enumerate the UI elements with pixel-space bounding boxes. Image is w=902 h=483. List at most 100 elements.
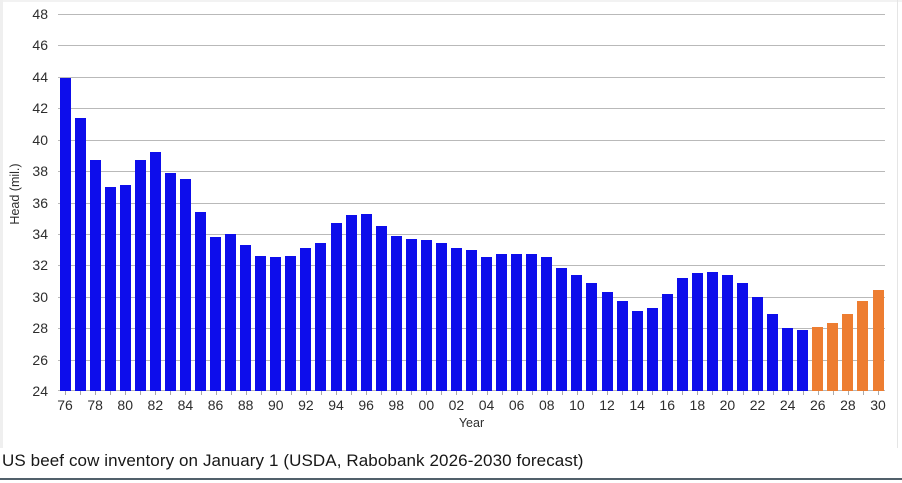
bar-2021 <box>737 282 748 391</box>
x-axis-tick-1999 <box>411 391 413 395</box>
gridline-34 <box>58 233 885 235</box>
x-axis-tick-1986 <box>215 391 217 395</box>
bar-2022 <box>752 296 764 391</box>
x-axis-tick-2006 <box>516 391 518 395</box>
bar-2017 <box>676 277 688 391</box>
bar-2001 <box>435 243 447 391</box>
bar-2013 <box>616 301 628 391</box>
x-tick-label-84: 84 <box>177 397 194 413</box>
x-axis-tick-1989 <box>260 391 262 395</box>
y-tick-label-28: 28 <box>32 320 48 337</box>
bar-2010 <box>571 274 583 391</box>
gridline-38 <box>58 171 885 173</box>
bar-2028 <box>842 314 854 391</box>
x-axis-tick-2008 <box>546 391 548 395</box>
x-axis-tick-2018 <box>697 391 699 395</box>
x-axis-tick-2029 <box>862 391 864 395</box>
bar-2015 <box>646 307 658 391</box>
bar-2009 <box>556 268 568 391</box>
page-edge-top <box>0 0 902 2</box>
x-axis-tick-2014 <box>637 391 639 395</box>
x-axis-tick-2016 <box>667 391 669 395</box>
chart-figure: Head (mil.) 76 78 80 82 84 86 88 90 92 94 96 98 00 02… <box>0 0 902 448</box>
x-axis-tick-2004 <box>486 391 488 395</box>
x-axis-tick-2001 <box>441 391 443 395</box>
x-tick-label-92: 92 <box>298 397 314 413</box>
bar-2019 <box>706 271 718 391</box>
bar-2000 <box>420 240 432 391</box>
x-axis-tick-1983 <box>170 391 172 395</box>
x-axis-tick-2005 <box>501 391 503 395</box>
x-tick-label-86: 86 <box>207 397 224 413</box>
bar-1988 <box>240 244 252 391</box>
bar-2008 <box>541 257 553 391</box>
caption-divider <box>0 478 902 480</box>
x-tick-label-88: 88 <box>237 397 254 413</box>
y-tick-label-40: 40 <box>32 131 48 148</box>
x-tick-label-24: 24 <box>779 397 796 413</box>
bar-2014 <box>631 310 643 391</box>
page-edge-right <box>897 0 898 448</box>
x-axis-tick-2026 <box>817 391 819 395</box>
x-axis-tick-1997 <box>381 391 383 395</box>
bar-1993 <box>315 243 327 391</box>
x-axis-tick-2002 <box>456 391 458 395</box>
x-tick-label-82: 82 <box>147 397 164 413</box>
x-tick-label-22: 22 <box>749 397 766 413</box>
x-axis-tick-2025 <box>802 391 804 395</box>
x-tick-label-96: 96 <box>358 397 374 413</box>
x-tick-label-00: 00 <box>418 397 435 413</box>
bar-2006 <box>511 254 523 391</box>
bar-1991 <box>285 255 297 391</box>
gridline-48 <box>58 14 885 15</box>
x-axis-tick-1996 <box>366 391 368 395</box>
bar-1976 <box>59 78 71 391</box>
x-axis-tick-2009 <box>561 391 563 395</box>
x-axis-tick-1994 <box>336 391 337 395</box>
y-tick-label-24: 24 <box>32 383 48 399</box>
x-tick-label-26: 26 <box>809 397 826 413</box>
bar-2025 <box>797 329 809 391</box>
gridline-44 <box>58 76 885 78</box>
bar-1997 <box>375 226 387 391</box>
x-tick-label-30: 30 <box>870 397 886 413</box>
bar-2018 <box>691 273 703 391</box>
x-axis-tick-2000 <box>426 391 428 395</box>
chart-caption: US beef cow inventory on January 1 (USDA… <box>2 451 584 470</box>
x-axis-tick-2028 <box>847 391 849 395</box>
bar-2003 <box>466 249 477 391</box>
bar-1983 <box>164 172 176 391</box>
x-axis-tick-2011 <box>591 391 593 395</box>
x-tick-label-04: 04 <box>478 397 495 413</box>
x-tick-label-28: 28 <box>840 397 856 413</box>
x-axis-tick-2020 <box>727 391 729 395</box>
bar-1986 <box>210 237 222 391</box>
x-axis-tick-1987 <box>230 391 232 395</box>
bar-2020 <box>721 274 733 391</box>
bar-2011 <box>586 282 598 391</box>
gridline-40 <box>58 139 885 141</box>
x-axis-tick-2022 <box>757 391 759 395</box>
x-axis-tick-2007 <box>531 391 533 395</box>
x-tick-label-10: 10 <box>569 397 585 413</box>
bar-2030 <box>872 290 884 391</box>
bar-2012 <box>601 292 613 391</box>
x-axis-tick-1991 <box>290 391 292 395</box>
bar-1996 <box>360 213 372 391</box>
x-tick-label-18: 18 <box>689 397 706 413</box>
bar-1978 <box>89 160 101 391</box>
bar-1979 <box>104 186 116 391</box>
bar-1999 <box>405 238 417 391</box>
bar-2023 <box>767 314 779 391</box>
x-axis-tick-1984 <box>185 391 187 395</box>
x-axis-tick-2030 <box>878 391 879 395</box>
gridline-46 <box>58 45 885 47</box>
bar-2024 <box>782 328 794 391</box>
bar-1989 <box>255 255 267 391</box>
bar-1985 <box>195 211 206 391</box>
bar-1994 <box>330 222 342 391</box>
bar-2016 <box>661 293 673 391</box>
x-tick-label-12: 12 <box>599 397 615 413</box>
y-tick-label-32: 32 <box>32 257 48 274</box>
